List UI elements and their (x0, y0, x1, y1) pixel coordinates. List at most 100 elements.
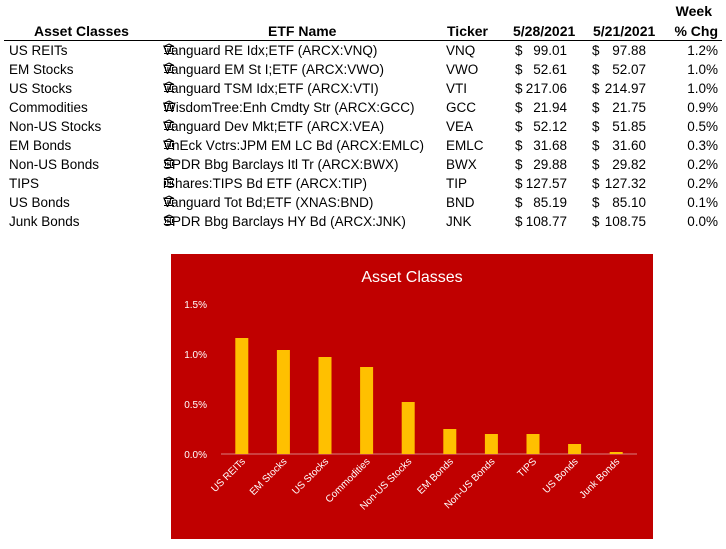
currency-symbol: $ (515, 43, 523, 58)
asset-class-cell: US Stocks (9, 81, 73, 96)
x-tick-label: EM Stocks (248, 456, 290, 498)
etf-name-text: iShares:TIPS Bd ETF (ARCX:TIP) (163, 176, 368, 191)
price-5-21-cell: 51.85 (612, 119, 646, 134)
header-ticker: Ticker (447, 23, 488, 39)
table-row: EM Stocks Vanguard EM St I;ETF (ARCX:VWO)… (0, 60, 726, 79)
asset-class-cell: EM Bonds (9, 138, 72, 153)
price-5-21-cell: 52.07 (612, 62, 646, 77)
currency-symbol: $ (515, 138, 523, 153)
currency-symbol: $ (592, 119, 600, 134)
price-5-28-cell: 217.06 (525, 81, 567, 96)
etf-name-text: Vanguard Dev Mkt;ETF (ARCX:VEA) (163, 119, 385, 134)
price-5-28-cell: 85.19 (533, 195, 567, 210)
asset-class-cell: US Bonds (9, 195, 70, 210)
table-row: Non-US Stocks Vanguard Dev Mkt;ETF (ARCX:… (0, 117, 726, 136)
currency-symbol: $ (592, 214, 600, 229)
bar (235, 338, 249, 454)
currency-symbol: $ (515, 81, 523, 96)
asset-class-cell: Non-US Stocks (9, 119, 102, 134)
asset-class-cell: Junk Bonds (9, 214, 80, 229)
price-5-21-cell: 214.97 (604, 81, 646, 96)
price-5-28-cell: 52.12 (533, 119, 567, 134)
ticker-cell: VNQ (446, 43, 476, 58)
price-5-21-cell: 97.88 (612, 43, 646, 58)
header-asset-classes: Asset Classes (34, 23, 129, 39)
y-tick-label: 0.5% (184, 400, 207, 411)
bank-icon (163, 136, 176, 155)
bar (609, 452, 623, 454)
bank-icon (163, 212, 176, 231)
bar (484, 434, 498, 454)
pct-chg-cell: 1.0% (687, 62, 718, 77)
ticker-cell: TIP (446, 176, 468, 191)
price-5-21-cell: 21.75 (612, 100, 646, 115)
ticker-cell: JNK (446, 214, 472, 229)
etf-name-cell: Vanguard TSM Idx;ETF (ARCX:VTI) (163, 79, 379, 98)
bank-icon (163, 98, 176, 117)
y-tick-label: 0.0% (184, 450, 207, 461)
header-etf-name: ETF Name (268, 23, 337, 39)
currency-symbol: $ (592, 157, 600, 172)
etf-name-text: SPDR Bbg Barclays Itl Tr (ARCX:BWX) (163, 157, 399, 172)
asset-class-cell: Non-US Bonds (9, 157, 100, 172)
x-tick-label: US REITs (209, 456, 247, 494)
price-5-28-cell: 127.57 (525, 176, 567, 191)
x-tick-label: TIPS (516, 456, 540, 480)
etf-name-cell: Vanguard Tot Bd;ETF (XNAS:BND) (163, 193, 373, 212)
bar (443, 429, 457, 454)
bank-icon (163, 117, 176, 136)
currency-symbol: $ (515, 100, 523, 115)
etf-name-cell: Vanguard RE Idx;ETF (ARCX:VNQ) (163, 41, 377, 60)
currency-symbol: $ (592, 43, 600, 58)
pct-chg-cell: 1.2% (687, 43, 718, 58)
table-row: EM Bonds VnEck Vctrs:JPM EM LC Bd (ARCX:E… (0, 136, 726, 155)
pct-chg-cell: 1.0% (687, 81, 718, 96)
currency-symbol: $ (515, 214, 523, 229)
table-row: US REITs Vanguard RE Idx;ETF (ARCX:VNQ) VN… (0, 41, 726, 60)
price-5-21-cell: 85.10 (612, 195, 646, 210)
y-tick-label: 1.5% (184, 300, 207, 311)
price-5-21-cell: 108.75 (604, 214, 646, 229)
currency-symbol: $ (592, 195, 600, 210)
ticker-cell: GCC (446, 100, 476, 115)
table-row: TIPS iShares:TIPS Bd ETF (ARCX:TIP) TIP $12… (0, 174, 726, 193)
etf-name-text: Vanguard Tot Bd;ETF (XNAS:BND) (163, 195, 374, 210)
bank-icon (163, 79, 176, 98)
table-row: US Stocks Vanguard TSM Idx;ETF (ARCX:VTI)… (0, 79, 726, 98)
pct-chg-cell: 0.2% (687, 157, 718, 172)
etf-name-text: Vanguard RE Idx;ETF (ARCX:VNQ) (163, 43, 378, 58)
etf-name-text: Vanguard TSM Idx;ETF (ARCX:VTI) (163, 81, 379, 96)
etf-name-text: Vanguard EM St I;ETF (ARCX:VWO) (163, 62, 385, 77)
etf-name-cell: Vanguard EM St I;ETF (ARCX:VWO) (163, 60, 384, 79)
bar (318, 357, 332, 454)
x-tick-label: US Bonds (541, 456, 581, 496)
table-row: US Bonds Vanguard Tot Bd;ETF (XNAS:BND) BN… (0, 193, 726, 212)
asset-classes-chart: Asset Classes 0.0% 0.5% 1.0% 1.5% US REITs EM … (171, 254, 653, 539)
currency-symbol: $ (515, 195, 523, 210)
header-date1: 5/28/2021 (513, 23, 576, 39)
header-date2: 5/21/2021 (593, 23, 656, 39)
x-tick-label: US Stocks (290, 456, 331, 497)
currency-symbol: $ (592, 176, 600, 191)
bank-icon (163, 155, 176, 174)
price-5-21-cell: 127.32 (604, 176, 646, 191)
asset-class-cell: EM Stocks (9, 62, 74, 77)
etf-name-text: VnEck Vctrs:JPM EM LC Bd (ARCX:EMLC) (163, 138, 425, 153)
header-pct-chg: % Chg (674, 23, 718, 39)
price-5-28-cell: 99.01 (533, 43, 567, 58)
etf-name-cell: SPDR Bbg Barclays Itl Tr (ARCX:BWX) (163, 155, 399, 174)
ticker-cell: BWX (446, 157, 477, 172)
price-5-28-cell: 29.88 (533, 157, 567, 172)
bank-icon (163, 60, 176, 79)
currency-symbol: $ (515, 157, 523, 172)
bank-icon (163, 193, 176, 212)
etf-name-text: SPDR Bbg Barclays HY Bd (ARCX:JNK) (163, 214, 406, 229)
asset-class-cell: TIPS (9, 176, 40, 191)
x-tick-label: Junk Bonds (578, 456, 623, 501)
currency-symbol: $ (592, 62, 600, 77)
header-week: Week (675, 3, 712, 19)
etf-name-cell: iShares:TIPS Bd ETF (ARCX:TIP) (163, 174, 367, 193)
price-5-28-cell: 21.94 (533, 100, 567, 115)
bar (360, 367, 374, 454)
